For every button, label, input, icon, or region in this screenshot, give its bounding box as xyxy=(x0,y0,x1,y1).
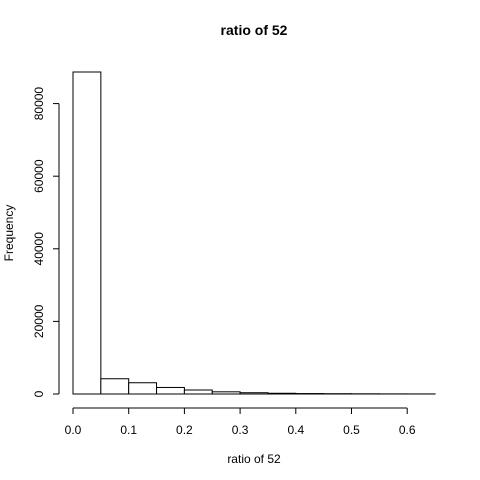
histogram-bar xyxy=(183,389,213,395)
x-axis: 0.0 0.1 0.2 0.3 0.4 0.5 0.6 xyxy=(65,407,416,437)
histogram-bar xyxy=(100,378,130,395)
histogram-bar xyxy=(156,386,185,395)
y-axis: 0 20000 40000 60000 80000 xyxy=(32,87,60,397)
x-tick-label: 0.6 xyxy=(399,423,416,437)
x-tick-label: 0.2 xyxy=(176,423,193,437)
x-tick-label: 0.1 xyxy=(120,423,137,437)
histogram-bar xyxy=(72,71,102,395)
y-tick-label: 20000 xyxy=(32,304,46,338)
x-axis-label: ratio of 52 xyxy=(227,452,281,466)
y-tick-label: 40000 xyxy=(32,232,46,266)
histogram-bar xyxy=(128,382,158,395)
histogram-bar xyxy=(239,392,269,395)
x-tick-label: 0.3 xyxy=(232,423,249,437)
x-tick-label: 0.5 xyxy=(343,423,360,437)
x-tick-label: 0.4 xyxy=(287,423,304,437)
histogram-bar xyxy=(211,391,241,395)
y-tick-label: 80000 xyxy=(32,87,46,121)
histogram-bar xyxy=(267,392,297,395)
y-tick-label: 0 xyxy=(32,390,46,397)
y-tick-label: 60000 xyxy=(32,159,46,193)
chart-title: ratio of 52 xyxy=(221,22,288,38)
x-tick-label: 0.0 xyxy=(65,423,82,437)
y-axis-label: Frequency xyxy=(2,205,16,262)
histogram-bars xyxy=(72,71,436,395)
